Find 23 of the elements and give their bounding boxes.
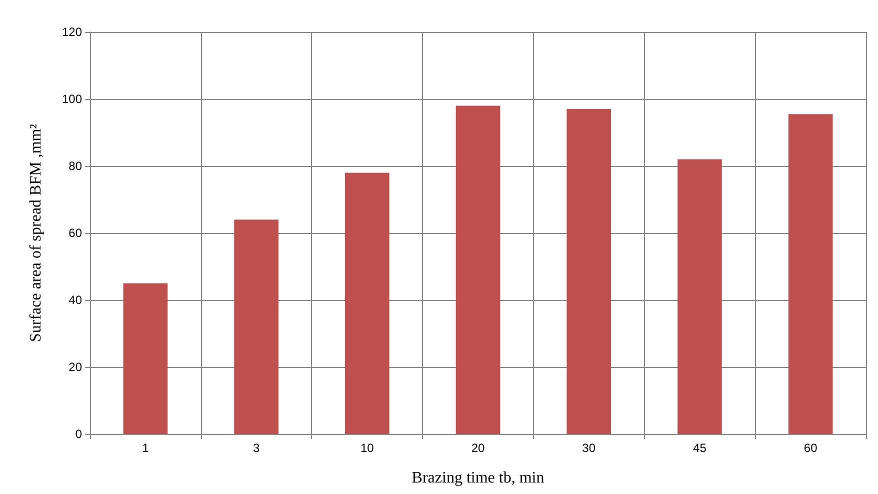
bar: [678, 159, 722, 434]
y-tick-label: 100: [62, 92, 82, 106]
y-tick-label: 60: [68, 226, 82, 240]
x-tick-label: 3: [252, 441, 260, 455]
y-tick-label: 80: [68, 159, 82, 173]
bar: [566, 109, 612, 434]
bar: [123, 283, 168, 434]
y-tick-label: 120: [62, 25, 82, 39]
y-tick-label: 40: [68, 293, 82, 307]
bar: [234, 220, 278, 434]
bar: [456, 106, 500, 434]
y-tick-label: 20: [68, 360, 82, 374]
x-axis-title: Brazing time tb, min: [412, 470, 544, 486]
x-tick-label: 1: [142, 441, 150, 455]
x-tick-label: 30: [582, 441, 596, 455]
x-tick-label: 60: [804, 441, 818, 455]
x-tick-label: 45: [693, 441, 707, 455]
bar: [788, 114, 833, 434]
y-tick-label: 0: [75, 427, 82, 441]
x-tick-label: 10: [360, 441, 374, 455]
bar: [344, 172, 390, 434]
x-tick-label: 20: [471, 441, 485, 455]
y-axis-title: Surface area of spread BFM ,mm²: [28, 124, 44, 342]
